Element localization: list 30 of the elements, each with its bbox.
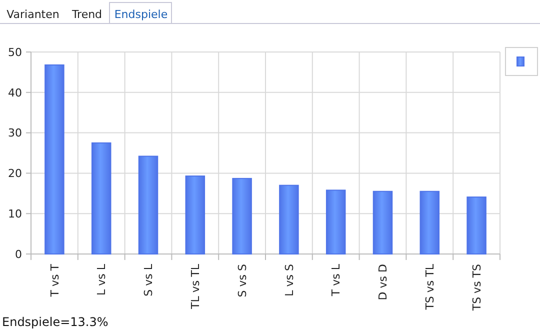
bar [138,156,158,254]
x-tick-label: T vs T [48,264,62,298]
y-tick-label: 20 [8,167,22,180]
x-tick-label: TL vs TL [189,263,202,310]
x-tick-label: TS vs TL [424,263,436,311]
y-tick-label: 0 [15,248,22,261]
x-tick-label: S vs S [236,264,249,298]
y-tick-label: 40 [8,86,22,100]
text: Varianten [6,8,60,21]
bar [232,178,252,254]
x-tick-label: S vs L [142,263,156,296]
x-tick-label: L vs L [95,263,108,296]
y-tick-label: 30 [8,126,22,140]
text: Trend [70,8,102,21]
bar [185,176,206,254]
y-tick-label: 10 [8,207,22,220]
bar [326,190,346,254]
bar [466,196,486,254]
x-tick-label: T vs L [330,263,343,298]
bar [44,64,64,254]
x-tick-label: TS vs TS [470,264,484,312]
bar [91,142,112,254]
bar [420,190,440,254]
text: Endspiele [114,8,168,21]
text: Endspiele=13.3% [2,315,108,329]
bar [279,184,299,254]
bar [372,190,393,254]
y-tick-label: 50 [8,46,22,59]
x-tick-label: D vs D [376,264,390,300]
x-tick-label: L vs S [282,264,296,296]
